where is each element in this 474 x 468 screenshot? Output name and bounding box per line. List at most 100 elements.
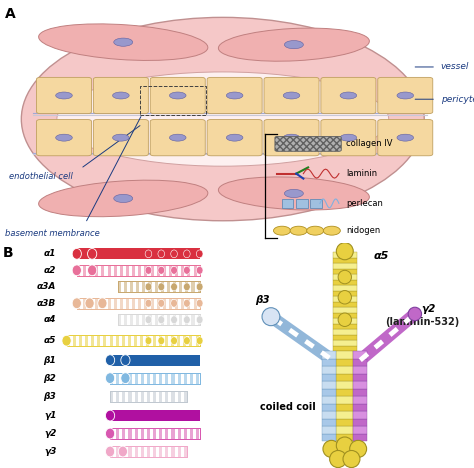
Bar bbox=[135, 428, 138, 439]
Circle shape bbox=[105, 446, 115, 457]
Bar bbox=[108, 298, 110, 309]
Bar bbox=[296, 199, 308, 208]
Circle shape bbox=[323, 440, 340, 457]
Bar bbox=[165, 446, 168, 457]
Circle shape bbox=[183, 283, 190, 291]
Bar bbox=[175, 265, 178, 276]
Bar bbox=[95, 265, 98, 276]
Circle shape bbox=[145, 300, 152, 307]
Bar bbox=[322, 358, 337, 366]
Ellipse shape bbox=[219, 28, 369, 61]
Text: β3: β3 bbox=[44, 392, 56, 401]
Bar bbox=[353, 373, 367, 381]
Bar bbox=[118, 281, 200, 292]
Bar bbox=[333, 252, 357, 258]
Bar bbox=[110, 446, 113, 457]
Bar bbox=[337, 351, 353, 358]
Circle shape bbox=[196, 300, 203, 307]
Circle shape bbox=[262, 307, 280, 326]
Bar bbox=[120, 298, 123, 309]
Ellipse shape bbox=[38, 24, 208, 60]
Bar bbox=[184, 391, 187, 402]
Bar bbox=[337, 418, 353, 426]
Bar bbox=[333, 329, 357, 335]
Bar bbox=[147, 446, 150, 457]
Bar bbox=[85, 335, 88, 346]
Bar bbox=[110, 391, 187, 402]
Bar bbox=[136, 314, 139, 325]
Bar bbox=[156, 265, 160, 276]
Bar bbox=[153, 335, 155, 346]
Text: pericyte: pericyte bbox=[441, 95, 474, 104]
Bar bbox=[282, 199, 293, 208]
Bar bbox=[322, 433, 337, 441]
FancyBboxPatch shape bbox=[378, 119, 433, 156]
Bar bbox=[77, 249, 200, 259]
Bar bbox=[322, 381, 337, 388]
Bar bbox=[173, 314, 176, 325]
Circle shape bbox=[196, 250, 203, 258]
Circle shape bbox=[145, 316, 152, 324]
Bar bbox=[66, 335, 70, 346]
Circle shape bbox=[350, 440, 366, 457]
Bar bbox=[110, 355, 200, 366]
Bar bbox=[101, 265, 104, 276]
Bar bbox=[132, 265, 135, 276]
Bar bbox=[77, 298, 80, 309]
Bar bbox=[118, 281, 121, 292]
Text: laminin: laminin bbox=[346, 169, 377, 178]
Circle shape bbox=[338, 313, 351, 327]
Text: α1: α1 bbox=[44, 249, 56, 258]
Bar bbox=[353, 381, 367, 388]
FancyBboxPatch shape bbox=[150, 119, 205, 156]
Bar bbox=[118, 281, 200, 292]
Bar bbox=[322, 373, 337, 381]
Bar bbox=[163, 265, 166, 276]
Bar bbox=[120, 265, 123, 276]
Circle shape bbox=[337, 437, 353, 454]
Bar bbox=[130, 281, 133, 292]
Bar bbox=[333, 318, 357, 324]
Bar bbox=[196, 428, 199, 439]
Bar bbox=[156, 298, 160, 309]
Text: endothelial cell: endothelial cell bbox=[9, 172, 73, 181]
Bar bbox=[122, 446, 126, 457]
Ellipse shape bbox=[227, 92, 243, 99]
Bar bbox=[172, 391, 174, 402]
Text: α5: α5 bbox=[44, 336, 56, 345]
Bar bbox=[147, 391, 150, 402]
Bar bbox=[179, 281, 182, 292]
Circle shape bbox=[196, 283, 203, 291]
Circle shape bbox=[72, 265, 82, 276]
Bar bbox=[184, 373, 187, 384]
Bar bbox=[79, 335, 82, 346]
Circle shape bbox=[183, 337, 190, 344]
Bar bbox=[138, 298, 141, 309]
Circle shape bbox=[408, 307, 421, 321]
Circle shape bbox=[105, 373, 115, 384]
Bar bbox=[148, 281, 152, 292]
FancyBboxPatch shape bbox=[264, 77, 319, 114]
Ellipse shape bbox=[283, 134, 300, 141]
Bar bbox=[116, 428, 119, 439]
Circle shape bbox=[158, 337, 164, 344]
Bar bbox=[333, 269, 357, 274]
Bar bbox=[333, 346, 357, 351]
Bar bbox=[83, 298, 86, 309]
Text: vessel: vessel bbox=[441, 62, 469, 72]
Bar bbox=[147, 428, 150, 439]
Bar bbox=[110, 391, 187, 402]
Circle shape bbox=[88, 265, 97, 276]
Ellipse shape bbox=[397, 92, 413, 99]
Text: α2: α2 bbox=[44, 266, 56, 275]
Bar bbox=[110, 391, 113, 402]
Circle shape bbox=[343, 451, 360, 468]
Bar bbox=[337, 358, 353, 366]
Ellipse shape bbox=[340, 134, 356, 141]
Bar bbox=[77, 265, 200, 276]
Circle shape bbox=[337, 243, 353, 260]
Bar bbox=[135, 391, 138, 402]
Bar bbox=[183, 335, 186, 346]
Bar bbox=[110, 446, 187, 457]
Circle shape bbox=[183, 316, 190, 324]
